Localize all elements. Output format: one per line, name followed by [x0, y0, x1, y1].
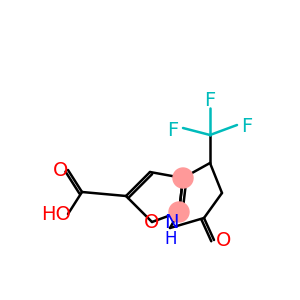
Circle shape	[173, 168, 193, 188]
Text: N: N	[164, 214, 178, 232]
Text: H: H	[165, 230, 177, 248]
Text: HO: HO	[41, 205, 71, 224]
Text: O: O	[53, 160, 69, 179]
Text: F: F	[204, 91, 216, 110]
Text: O: O	[144, 212, 160, 232]
Circle shape	[169, 202, 189, 222]
Text: O: O	[216, 230, 232, 250]
Text: F: F	[167, 121, 178, 140]
Text: F: F	[242, 118, 253, 136]
